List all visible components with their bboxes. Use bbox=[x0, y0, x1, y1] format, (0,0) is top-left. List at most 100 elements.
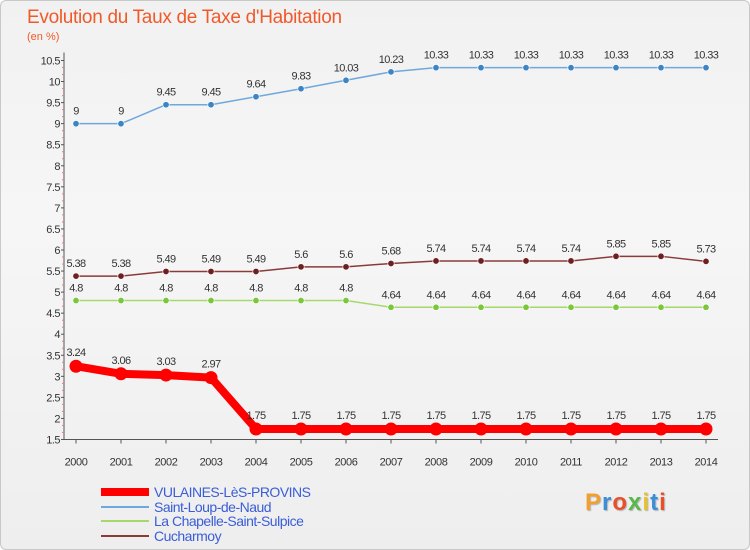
data-label: 5.74 bbox=[471, 243, 490, 255]
chart-unit-label: (en %) bbox=[27, 31, 60, 43]
legend-label: VULAINES-LèS-PROVINS bbox=[154, 484, 311, 500]
legend-item: La Chapelle-Saint-Sulpice bbox=[101, 514, 311, 529]
data-point bbox=[162, 297, 170, 305]
data-label: 5.49 bbox=[246, 253, 265, 265]
data-point bbox=[702, 257, 710, 265]
data-point bbox=[432, 257, 440, 265]
legend-label: Saint-Loup-de-Naud bbox=[154, 498, 272, 515]
y-tick-label: 4 bbox=[54, 329, 60, 341]
data-point bbox=[519, 422, 533, 436]
y-tick-label: 2.5 bbox=[46, 392, 60, 404]
data-point bbox=[162, 267, 170, 275]
data-point bbox=[342, 76, 350, 84]
x-tick-label: 2006 bbox=[335, 457, 358, 469]
data-label: 9.45 bbox=[156, 87, 175, 99]
data-point bbox=[339, 422, 353, 436]
data-point bbox=[564, 422, 578, 436]
chart-legend: VULAINES-LèS-PROVINS Saint-Loup-de-Naud La… bbox=[101, 485, 311, 543]
data-label: 5.49 bbox=[201, 253, 220, 265]
y-tick-label: 7 bbox=[54, 203, 60, 215]
y-tick-label: 7.5 bbox=[46, 182, 60, 194]
data-label: 4.8 bbox=[204, 283, 218, 295]
data-label: 3.06 bbox=[111, 355, 130, 367]
x-tick-label: 2011 bbox=[560, 457, 582, 469]
data-point bbox=[252, 93, 260, 101]
data-point bbox=[249, 422, 263, 436]
data-point bbox=[429, 422, 443, 436]
legend-item: Saint-Loup-de-Naud bbox=[101, 498, 311, 515]
series-cucharmoy: 5.38 5.38 5.49 5.49 5.49 5.6 5.6 5.68 5.74 5.74 5.… bbox=[66, 238, 717, 280]
data-point bbox=[612, 252, 620, 260]
data-point bbox=[657, 303, 665, 311]
data-label: 2.97 bbox=[201, 359, 220, 371]
data-label: 1.75 bbox=[426, 410, 445, 422]
data-label: 1.75 bbox=[606, 410, 625, 422]
data-label: 4.64 bbox=[561, 289, 580, 301]
y-tick-label: 1.5 bbox=[46, 435, 60, 447]
data-label: 9.64 bbox=[246, 79, 265, 91]
y-tick-label: 10 bbox=[49, 77, 61, 89]
data-point bbox=[657, 64, 665, 72]
legend-swatch bbox=[101, 505, 149, 508]
data-label: 1.75 bbox=[696, 410, 715, 422]
data-point bbox=[384, 422, 398, 436]
data-label: 5.6 bbox=[294, 249, 308, 261]
y-tick-label: 9.5 bbox=[46, 98, 60, 110]
data-point bbox=[522, 64, 530, 72]
data-point bbox=[159, 368, 173, 382]
data-point bbox=[612, 303, 620, 311]
data-point bbox=[474, 422, 488, 436]
data-point bbox=[297, 263, 305, 271]
data-point bbox=[207, 267, 215, 275]
data-point bbox=[162, 101, 170, 109]
data-point bbox=[702, 303, 710, 311]
data-label: 3.03 bbox=[156, 356, 175, 368]
data-point bbox=[117, 272, 125, 280]
data-label: 1.75 bbox=[291, 410, 310, 422]
x-tick-label: 2013 bbox=[650, 457, 673, 469]
data-label: 9.45 bbox=[201, 87, 220, 99]
x-tick-label: 2010 bbox=[515, 457, 538, 469]
data-point bbox=[387, 259, 395, 267]
data-label: 5.38 bbox=[111, 258, 130, 270]
data-point bbox=[252, 297, 260, 305]
data-point bbox=[609, 422, 623, 436]
data-point bbox=[654, 422, 668, 436]
series-la-chapelle-saint-sulpice: 4.8 4.8 4.8 4.8 4.8 4.8 4.8 4.64 4.64 4.64 4.64 4.6… bbox=[69, 283, 717, 311]
y-tick-label: 9 bbox=[54, 119, 60, 131]
data-label: 9 bbox=[118, 106, 124, 118]
series-vulaines-l-s-provins: 3.24 3.06 3.03 2.97 1.75 1.75 1.75 1.75 1.75 1.75… bbox=[66, 347, 717, 436]
y-tick-label: 2 bbox=[54, 413, 60, 425]
data-point bbox=[657, 252, 665, 260]
data-point bbox=[477, 64, 485, 72]
data-point bbox=[567, 303, 575, 311]
data-point bbox=[72, 272, 80, 280]
x-tick-label: 2008 bbox=[425, 457, 448, 469]
x-tick-label: 2001 bbox=[110, 457, 133, 469]
data-label: 4.64 bbox=[471, 289, 490, 301]
data-point bbox=[567, 64, 575, 72]
data-label: 4.64 bbox=[651, 289, 670, 301]
data-label: 4.64 bbox=[381, 289, 400, 301]
data-point bbox=[297, 85, 305, 93]
x-tick-label: 2007 bbox=[380, 457, 403, 469]
legend-item: VULAINES-LèS-PROVINS bbox=[101, 485, 311, 500]
data-label: 5.74 bbox=[426, 243, 445, 255]
data-point bbox=[522, 303, 530, 311]
y-tick-label: 3 bbox=[54, 371, 60, 383]
y-tick-label: 4.5 bbox=[46, 308, 60, 320]
data-point bbox=[699, 422, 713, 436]
x-tick-label: 2002 bbox=[155, 457, 178, 469]
data-label: 1.75 bbox=[336, 410, 355, 422]
data-label: 5.38 bbox=[66, 258, 85, 270]
data-label: 1.75 bbox=[246, 410, 265, 422]
data-point bbox=[477, 257, 485, 265]
data-label: 10.33 bbox=[649, 50, 674, 62]
data-point bbox=[702, 64, 710, 72]
x-tick-label: 2000 bbox=[65, 457, 88, 469]
x-tick-label: 2004 bbox=[245, 457, 268, 469]
data-point bbox=[567, 257, 575, 265]
data-point bbox=[69, 359, 83, 373]
data-label: 10.33 bbox=[424, 50, 449, 62]
